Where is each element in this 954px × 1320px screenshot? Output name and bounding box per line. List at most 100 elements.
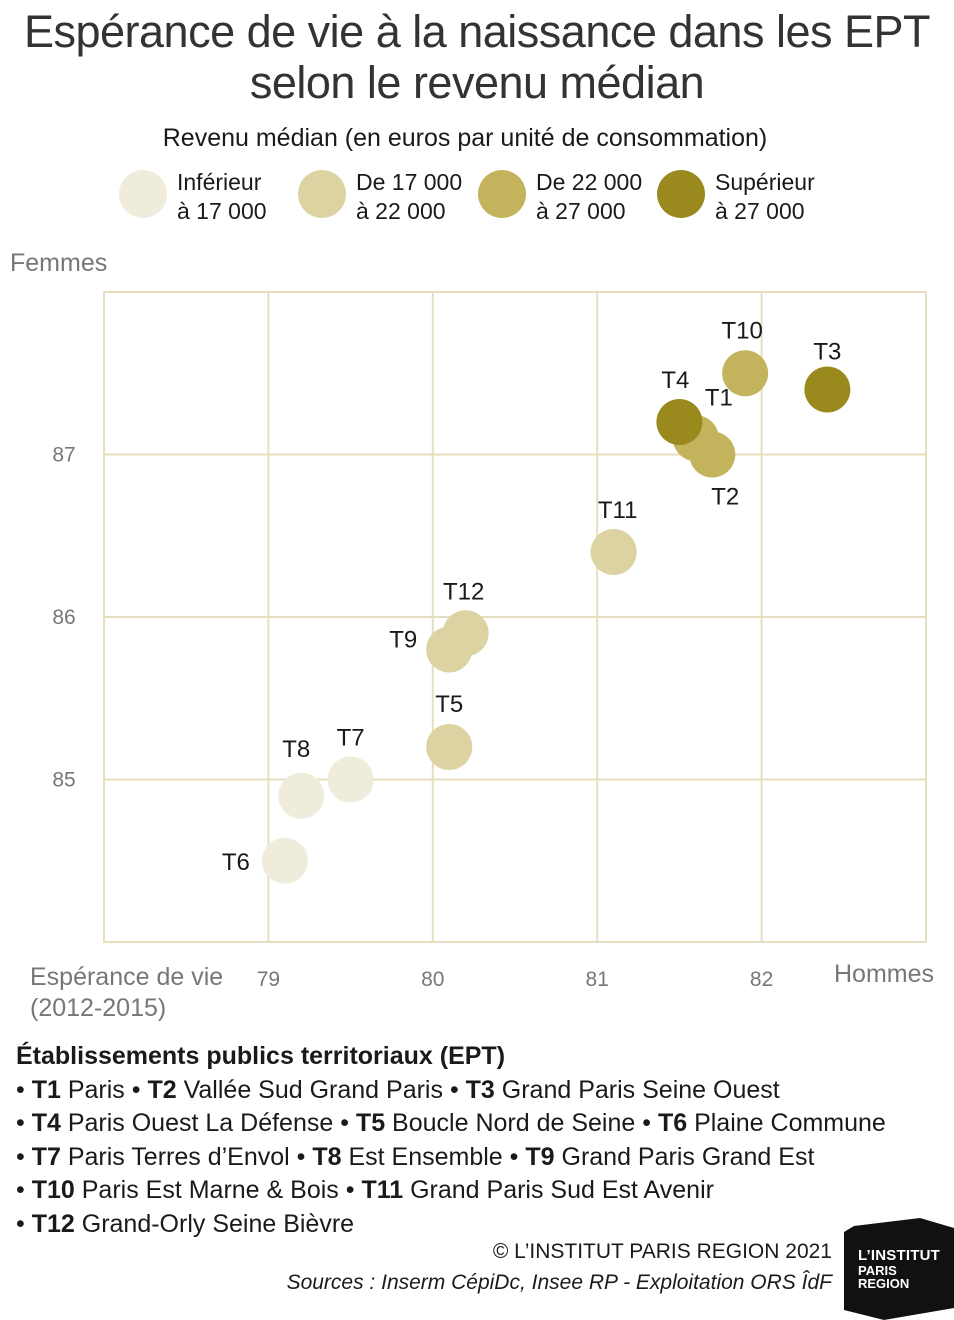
point-label-t3: T3	[813, 339, 841, 366]
point-label-t12: T12	[443, 578, 484, 605]
legend-label: De 17 000 à 22 000	[356, 168, 462, 226]
point-label-t5: T5	[435, 691, 463, 718]
legend-swatch	[657, 170, 705, 218]
legend-label-line: à 27 000	[715, 198, 805, 224]
legend-label: Supérieur à 27 000	[715, 168, 815, 226]
ept-code: T7	[31, 1142, 61, 1171]
logo-text: L’INSTITUT PARIS REGION	[858, 1247, 940, 1290]
ept-line: • T12 Grand-Orly Seine Bièvre	[16, 1208, 886, 1242]
ept-code: T9	[525, 1142, 555, 1171]
y-tick-label: 85	[52, 769, 75, 792]
x-axis-note: (2012-2015)	[30, 994, 166, 1022]
bullet: •	[333, 1109, 356, 1137]
logo-shape	[844, 1218, 954, 1320]
legend-label-line: De 17 000	[356, 169, 463, 195]
x-tick-label: 81	[586, 968, 609, 991]
y-axis-label: Femmes	[10, 249, 107, 277]
ept-line: • T1 Paris • T2 Vallée Sud Grand Paris •…	[16, 1074, 886, 1108]
bullet: •	[502, 1142, 526, 1171]
title-line-1: Espérance de vie à la naissance dans les…	[23, 6, 931, 57]
legend-label-line: à 17 000	[177, 198, 267, 224]
bullet: •	[16, 1109, 32, 1137]
bullet: •	[289, 1142, 313, 1171]
logo-line-1: L’INSTITUT	[858, 1247, 940, 1264]
ept-name: Grand Paris Seine Ouest	[494, 1075, 780, 1104]
bullet: •	[124, 1075, 148, 1104]
ept-line: • T4 Paris Ouest La Défense • T5 Boucle …	[16, 1107, 886, 1141]
x-tick-label: 80	[421, 968, 444, 991]
legend-label-line: Inférieur	[177, 169, 262, 195]
ept-list: Établissements publics territoriaux (EPT…	[16, 1040, 886, 1241]
ept-name: Grand Paris Grand Est	[554, 1142, 815, 1171]
point-label-t11: T11	[598, 497, 638, 524]
legend-swatch	[298, 170, 346, 218]
chart-title: Espérance de vie à la naissance dans les…	[0, 6, 954, 108]
data-point-t11	[590, 529, 637, 575]
ept-name: Est Ensemble	[341, 1142, 503, 1171]
legend-title: Revenu médian (en euros par unité de con…	[162, 124, 768, 152]
point-label-t1: T1	[705, 384, 733, 411]
data-point-t4	[656, 399, 703, 445]
data-point-t3	[804, 366, 851, 413]
ept-name: Paris Est Marne & Bois	[74, 1176, 339, 1204]
data-point-t7	[327, 756, 374, 803]
data-point-t10	[722, 350, 769, 397]
data-point-t8	[278, 772, 325, 819]
point-label-t7: T7	[337, 725, 365, 752]
bullet: •	[635, 1109, 658, 1137]
ept-code: T6	[657, 1109, 688, 1137]
point-label-t6: T6	[222, 849, 250, 876]
ept-name: Boucle Nord de Seine	[385, 1109, 636, 1137]
point-label-t4: T4	[661, 367, 689, 394]
ept-code: T4	[31, 1109, 61, 1137]
ept-code: T5	[355, 1109, 386, 1137]
ept-lines: • T1 Paris • T2 Vallée Sud Grand Paris •…	[16, 1074, 886, 1242]
ept-name: Paris Ouest La Défense	[60, 1109, 334, 1137]
ept-line: • T10 Paris Est Marne & Bois • T11 Grand…	[16, 1174, 886, 1208]
data-point-t5	[426, 724, 473, 770]
point-label-t10: T10	[721, 317, 762, 344]
ept-name: Vallée Sud Grand Paris	[176, 1075, 443, 1104]
sources-note: Sources : Inserm CépiDc, Insee RP - Expl…	[286, 1271, 832, 1294]
bullet: •	[16, 1176, 32, 1204]
data-point-t12	[442, 610, 489, 657]
legend-label: De 22 000 à 27 000	[536, 168, 642, 226]
bullet: •	[16, 1209, 32, 1238]
ept-code: T8	[312, 1142, 342, 1171]
legend-label-line: à 27 000	[536, 198, 626, 224]
ept-code: T11	[361, 1176, 404, 1204]
ept-code: T2	[147, 1075, 177, 1104]
ept-code: T1	[31, 1075, 61, 1104]
legend-label-line: Supérieur	[715, 169, 815, 195]
institut-logo	[844, 1218, 954, 1320]
x-axis-note: Espérance de vie	[30, 963, 223, 991]
ept-heading: Établissements publics territoriaux (EPT…	[16, 1042, 506, 1070]
ept-code: T10	[31, 1176, 75, 1204]
ept-code: T12	[31, 1209, 75, 1238]
logo-line-2: PARIS	[858, 1263, 897, 1278]
bullet: •	[16, 1075, 32, 1104]
legend-label-line: à 22 000	[356, 198, 446, 224]
ept-name: Grand Paris Sud Est Avenir	[403, 1176, 714, 1204]
ept-line: • T7 Paris Terres d’Envol • T8 Est Ensem…	[16, 1141, 886, 1175]
ept-name: Grand-Orly Seine Bièvre	[74, 1209, 355, 1238]
x-tick-label: 82	[750, 968, 773, 991]
ept-name: Paris Terres d’Envol	[60, 1142, 290, 1171]
data-point-t6	[261, 837, 308, 884]
y-tick-label: 87	[52, 444, 75, 467]
bullet: •	[338, 1176, 362, 1204]
copyright-credit: © L’INSTITUT PARIS REGION 2021	[492, 1240, 832, 1263]
point-label-t8: T8	[282, 736, 310, 763]
point-label-t9: T9	[389, 627, 417, 654]
bullet: •	[16, 1142, 32, 1171]
y-tick-label: 86	[52, 606, 75, 629]
point-label-t2: T2	[711, 484, 739, 511]
ept-name: Plaine Commune	[687, 1109, 886, 1137]
legend-label-line: De 22 000	[536, 169, 643, 195]
logo-line-3: REGION	[858, 1276, 910, 1291]
scatter-chart: 79 80 81 82 85 86 87 Femmes Hommes Espérance de v…	[10, 249, 934, 1022]
legend-label: Inférieur à 17 000	[177, 168, 267, 226]
title-line-2: selon le revenu médian	[249, 57, 705, 108]
bullet: •	[443, 1075, 466, 1104]
ept-name: Paris	[60, 1075, 125, 1104]
